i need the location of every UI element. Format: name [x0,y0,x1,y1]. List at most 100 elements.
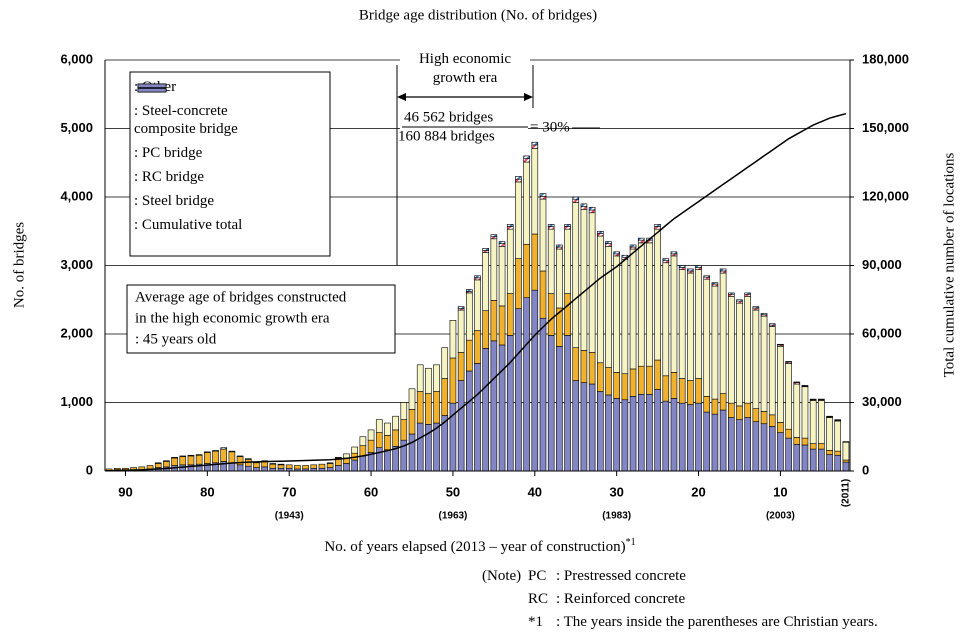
average-box-line: Average age of bridges constructed [135,289,347,305]
bar-segment [441,378,449,416]
bar-segment [392,446,399,472]
bar-segment [466,370,473,472]
average-box [126,284,396,354]
y-axis-label: No. of bridges [11,222,27,308]
bar-segment [490,300,498,342]
bar-segment [719,272,727,394]
bar-segment [736,405,743,420]
bar-segment [351,446,358,454]
bar-segment [433,391,440,424]
bar-segment [433,364,440,392]
bar-segment [662,262,670,377]
bar-segment [670,372,678,399]
bar-segment [760,315,768,412]
bar-segment [637,393,645,472]
bar-segment [727,402,735,418]
bar-segment [335,456,342,459]
bar-segment [719,409,727,472]
bar-segment [531,144,539,149]
bar-segment [588,383,596,472]
bar-segment [711,282,719,285]
average-box-line: in the high economic growth era [135,310,330,326]
legend-box [129,71,331,257]
bar-segment [171,457,178,466]
bar-segment [564,226,571,230]
bar-segment [539,196,547,200]
y2-tick-label: 180,000 [862,51,909,66]
bar-segment [490,236,498,240]
bar-segment [597,362,604,392]
bar-segment [506,224,514,227]
bar-segment [711,285,719,400]
bar-segment [195,454,203,465]
bar-segment [154,462,162,464]
x-year-label: (1963) [438,511,467,522]
bar-segment [736,300,743,304]
bar-segment [269,463,277,465]
bar-segment [793,437,801,445]
bar-segment [457,306,465,309]
bar-segment [809,400,817,444]
legend-item: : Steel bridge [134,83,329,210]
bar-segment [801,385,809,387]
bar-segment [572,202,580,348]
bar-segment [523,161,530,245]
bar-segment [629,248,637,370]
bar-segment [277,464,285,469]
bar-segment [785,437,792,472]
bar-segment [187,454,195,457]
note-label: (Note) [482,568,522,584]
bar-segment [359,455,367,472]
bar-segment [662,400,670,472]
bar-segment [343,463,350,472]
bar-segment [285,464,293,469]
bar-segment [605,367,612,396]
bar-segment [777,422,784,433]
bar-segment [654,389,661,472]
note-text: : Reinforced concrete [556,591,686,607]
bar-segment [826,415,833,418]
bar-segment [318,463,326,469]
bar-segment [244,458,252,460]
bar-segment [490,238,498,301]
bar-segment [564,228,571,294]
bar-segment [711,398,719,415]
bar-segment [670,255,678,373]
bar-segment [842,459,850,463]
bar-segment [556,248,563,309]
bar-segment [474,279,481,331]
bar-segment [752,408,760,422]
bar-segment [801,437,809,446]
bar-segment [621,259,629,375]
bar-segment [449,319,457,359]
bar-segment [719,393,727,411]
bar-segment [556,244,563,248]
bar-segment [605,241,612,244]
bar-segment [834,454,842,472]
note-key: RC [528,591,549,607]
bar-segment [506,335,514,472]
bar-segment [220,447,228,450]
bar-segment [621,399,629,472]
bar-segment [482,252,489,312]
bar-segment [539,198,547,272]
bar-segment [310,464,318,469]
bar-segment [727,293,735,297]
bar-segment [269,463,277,469]
bar-segment [277,463,285,466]
bar-segment [408,388,416,410]
bar-segment [408,433,416,472]
bar-segment [474,363,481,472]
bar-segment [703,275,711,278]
bar-segment [818,400,825,444]
legend-item: : Cumulative total [134,87,329,234]
bar-segment [826,417,833,451]
bar-segment [482,248,489,251]
bar-segment [727,296,735,404]
bar-segment [294,465,301,470]
bar-segment [261,466,268,472]
bar-segment [375,447,383,472]
bar-segment [392,415,399,431]
bar-segment [695,267,702,270]
bar-segment [670,253,678,257]
